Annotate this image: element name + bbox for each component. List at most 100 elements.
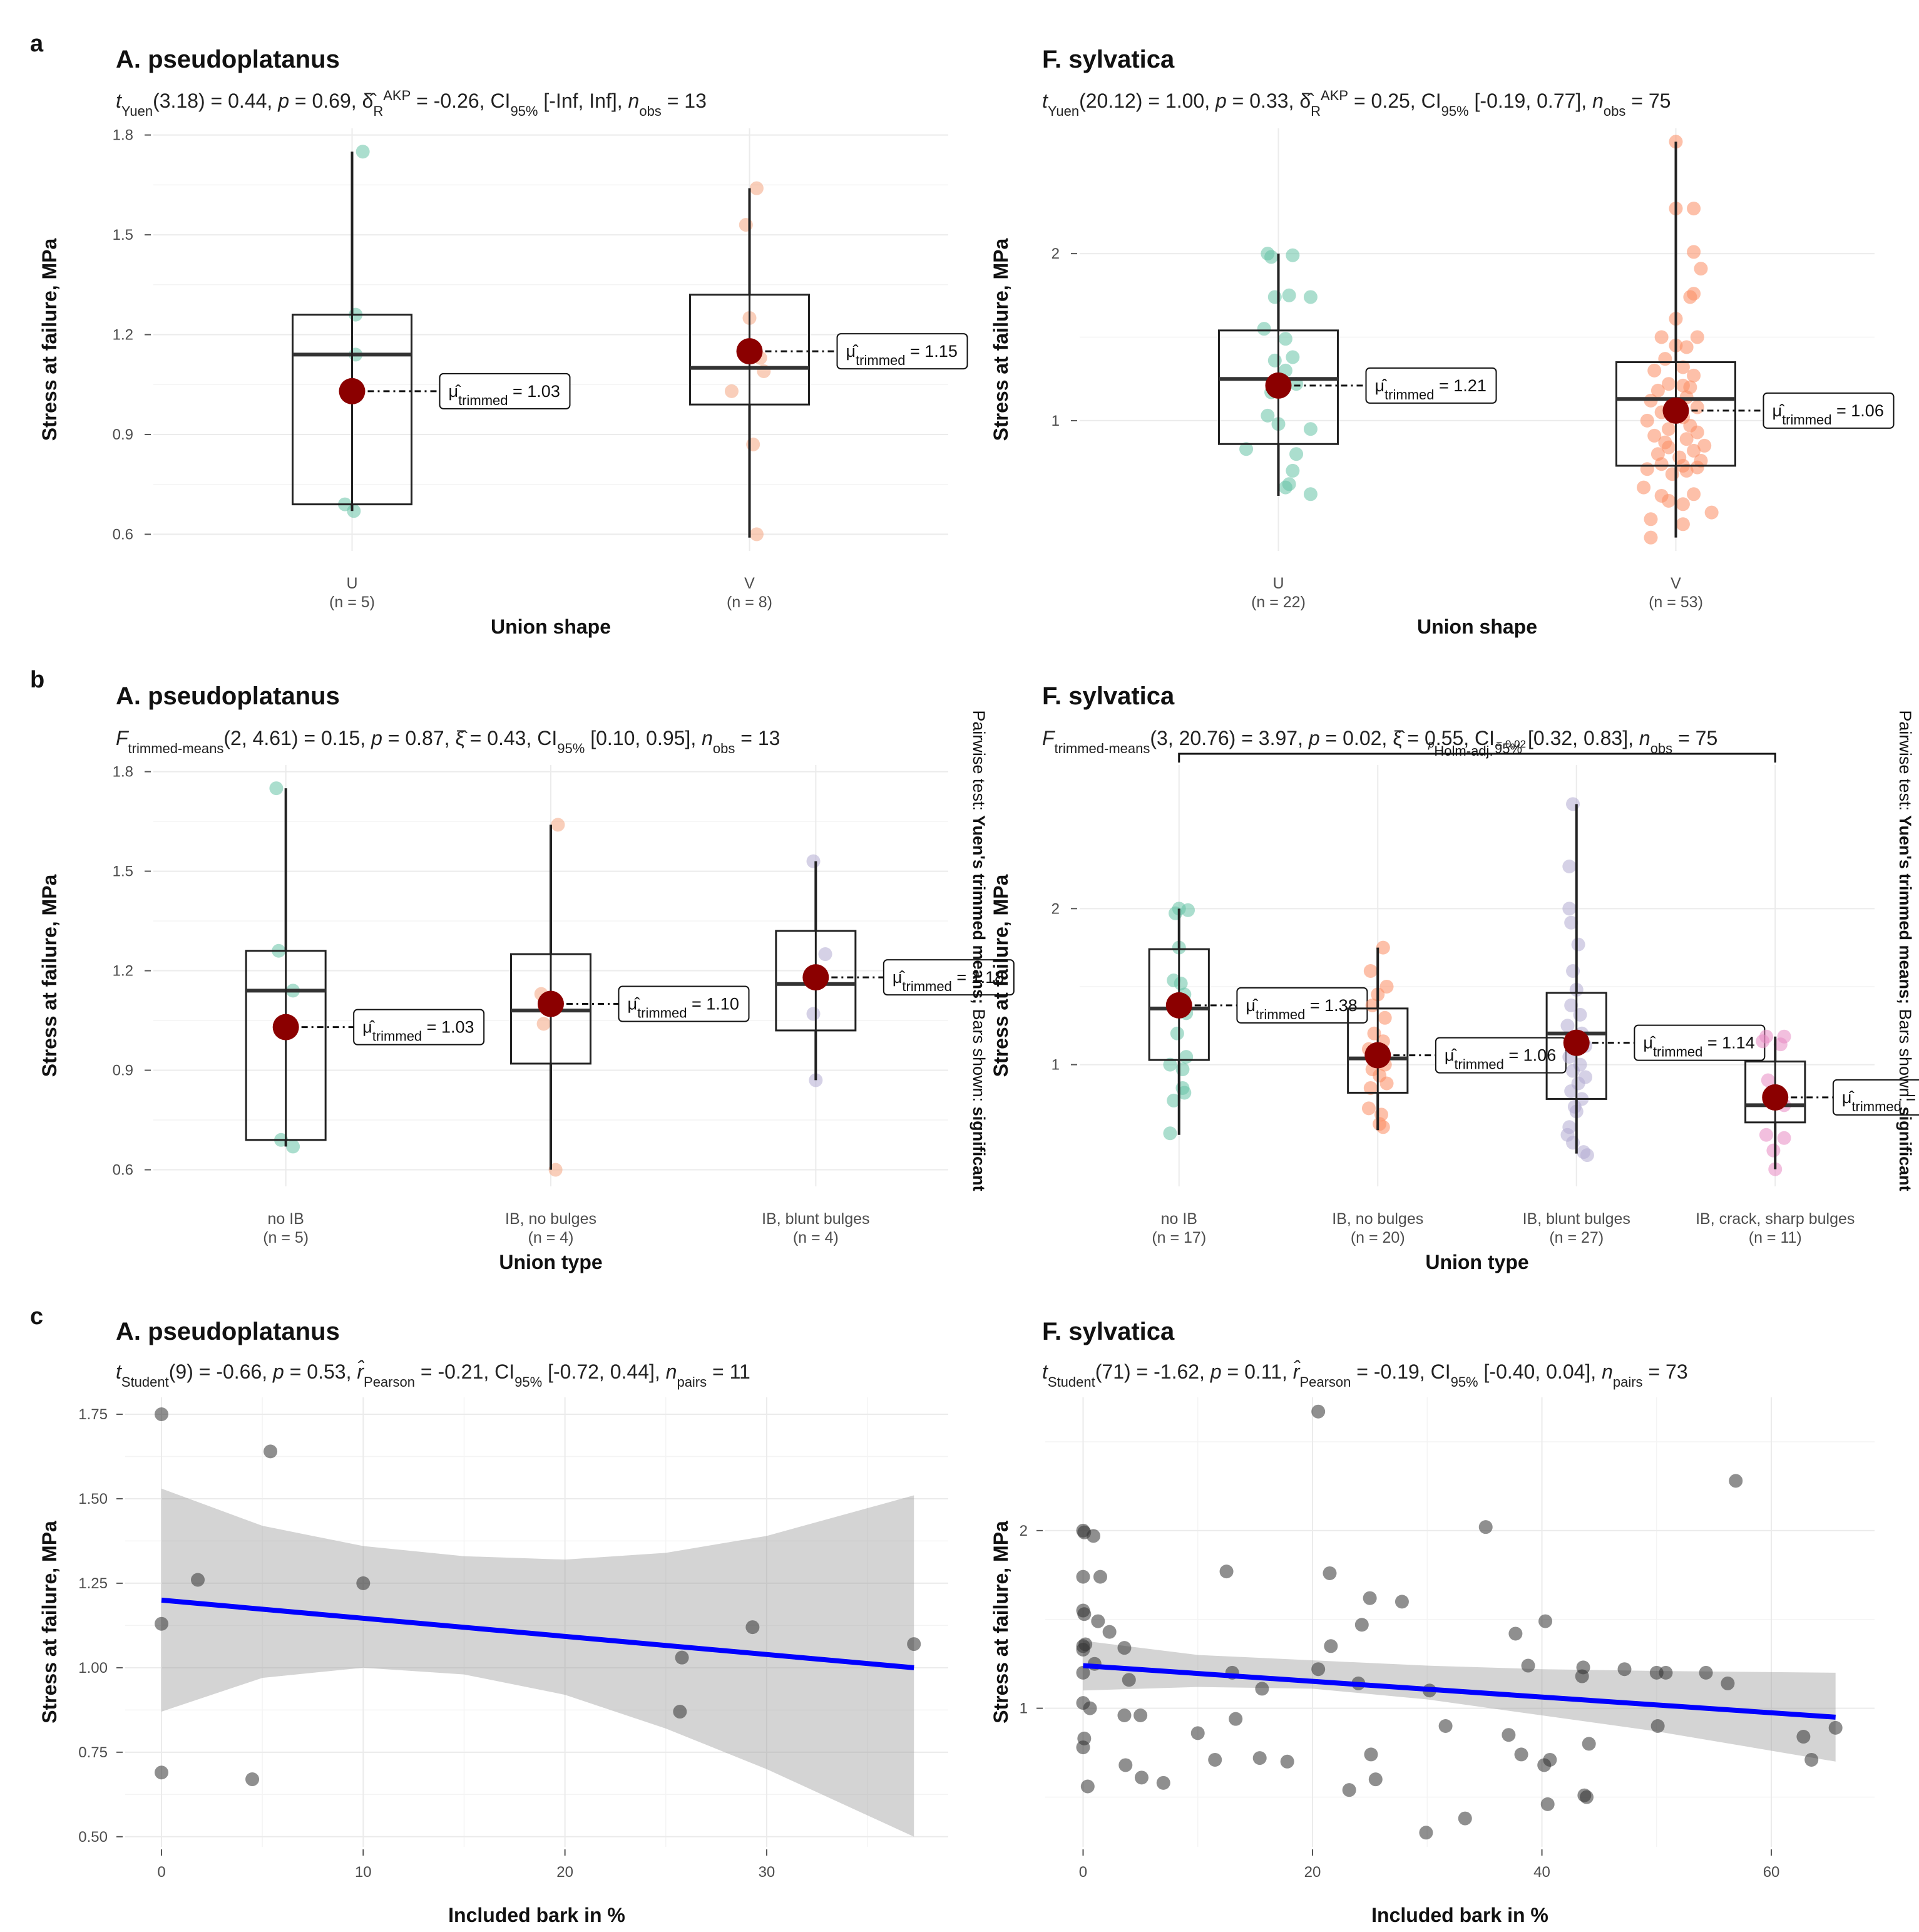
- data-point: [1379, 979, 1394, 994]
- y-tick-label: 1.75: [78, 1406, 108, 1423]
- data-point: [1662, 440, 1676, 455]
- subtitle-part: = 11: [707, 1360, 750, 1383]
- subtitle-part: = 0.25,: [1348, 90, 1421, 112]
- subtitle-part: [0.32, 0.83],: [1522, 727, 1639, 749]
- data-point: [1759, 1128, 1773, 1142]
- data-point: [1704, 505, 1719, 520]
- subtitle-part: 95%: [1495, 741, 1522, 756]
- data-point: [1190, 1726, 1205, 1740]
- mean-label: μ̂trimmed = 1.03: [449, 382, 560, 408]
- trimmed-mean-point: [339, 378, 366, 404]
- data-point: [548, 1163, 563, 1177]
- data-point: [745, 1620, 760, 1635]
- subtitle-part: trimmed-means: [1055, 741, 1150, 756]
- x-axis-title: Included bark in %: [1371, 1904, 1548, 1926]
- subtitle-part: [-0.72, 0.44],: [542, 1360, 665, 1383]
- mean-label-part: = 1.03: [508, 382, 560, 401]
- bracket-part: p: [1428, 738, 1434, 750]
- y-tick-label: 0.75: [78, 1744, 108, 1761]
- data-point: [1177, 1086, 1192, 1100]
- x-category-n: (n = 27): [1549, 1229, 1604, 1246]
- subtitle-part: p: [1210, 1360, 1222, 1383]
- x-category-label: IB, crack, sharp bulges: [1696, 1210, 1855, 1228]
- note-part: Bars shown:: [970, 1004, 988, 1102]
- subtitle-part: p: [1308, 727, 1320, 749]
- data-point: [1654, 330, 1669, 344]
- data-point: [1363, 1081, 1378, 1095]
- data-point: [1361, 1101, 1376, 1116]
- data-point: [1458, 1811, 1472, 1826]
- mean-label-part: = 1.21: [1435, 376, 1487, 395]
- data-point: [724, 384, 739, 398]
- data-point: [155, 1616, 169, 1631]
- mean-label-part: = 1.15: [906, 342, 958, 361]
- data-point: [1804, 1752, 1819, 1767]
- y-tick-label: 1: [1052, 1057, 1060, 1074]
- subtitle-part: r̂: [1293, 1360, 1301, 1383]
- mean-label-box: [836, 333, 968, 370]
- x-category-n: (n = 22): [1251, 593, 1306, 611]
- trimmed-mean-point: [802, 964, 829, 991]
- mean-label: μ̂trimmed = 1.06: [1773, 401, 1884, 428]
- subtitle-part: t: [116, 1360, 122, 1383]
- data-point: [1683, 290, 1697, 304]
- y-axis-title: Stress at failure, MPa: [38, 238, 61, 441]
- data-point: [1687, 487, 1701, 501]
- data-point: [1796, 1730, 1811, 1744]
- data-point: [1756, 1034, 1770, 1049]
- mean-label: μ̂trimmed = 0.79: [1842, 1088, 1919, 1114]
- y-tick-label: 1.00: [78, 1660, 108, 1677]
- data-point: [1255, 1682, 1269, 1696]
- data-point: [1179, 1050, 1194, 1064]
- confidence-band: [1083, 1640, 1836, 1762]
- data-point: [1679, 432, 1694, 446]
- note-part: Pairwise test:: [970, 710, 988, 811]
- chart-subtitle: tYuen(20.12) = 1.00, p = 0.33, δ̂RAKP = …: [1042, 88, 1671, 119]
- subtitle-part: = 0.43,: [464, 727, 538, 749]
- data-point: [1580, 1148, 1594, 1163]
- subtitle-part: CI: [1475, 727, 1495, 749]
- y-tick-label: 0.9: [113, 1062, 133, 1079]
- group-u: μ̂trimmed = 1.03 U(n = 5): [292, 145, 571, 611]
- chart-a1: 0.60.91.21.51.8μ̂trimmed = 1.03U(n = 5)μ…: [30, 31, 968, 638]
- data-point: [356, 1576, 371, 1590]
- y-tick-label: 1: [1052, 413, 1060, 429]
- data-point: [1174, 976, 1188, 990]
- trimmed-mean-point: [1762, 1084, 1789, 1111]
- y-tick-label: 2: [1052, 900, 1060, 917]
- data-point: [818, 947, 832, 962]
- subtitle-part: (71) = -1.62,: [1095, 1360, 1210, 1383]
- data-point: [1076, 1740, 1090, 1755]
- mean-label-part: trimmed: [1454, 1056, 1503, 1072]
- y-tick-label: 1.2: [113, 327, 133, 344]
- subtitle-part: trimmed-means: [128, 741, 224, 756]
- data-point: [806, 1007, 821, 1021]
- data-point: [1699, 1665, 1713, 1680]
- data-point: [1761, 1073, 1775, 1087]
- data-point: [1264, 250, 1279, 264]
- data-point: [1091, 1614, 1105, 1628]
- group-ib-blunt-bulges: μ̂trimmed = 1.18 IB, blunt bulges(n = 4): [762, 854, 1015, 1246]
- data-point: [1514, 1747, 1528, 1762]
- data-point: [1676, 360, 1690, 374]
- subtitle-part: t: [116, 90, 122, 112]
- chart-subtitle: Ftrimmed-means(2, 4.61) = 0.15, p = 0.87…: [116, 727, 780, 756]
- data-point: [1303, 422, 1318, 436]
- chart-subtitle: tStudent(9) = -0.66, p = 0.53, r̂Pearson…: [116, 1360, 750, 1389]
- mean-label-box: [1832, 1079, 1919, 1116]
- trimmed-mean-point: [538, 990, 564, 1017]
- data-point: [1363, 964, 1378, 979]
- chart-title: A. pseudoplatanus: [116, 46, 340, 73]
- data-point: [536, 1017, 551, 1031]
- data-point: [1658, 352, 1672, 366]
- data-point: [1278, 332, 1292, 346]
- subtitle-part: R: [373, 103, 383, 119]
- subtitle-part: obs: [713, 741, 735, 756]
- data-point: [1644, 530, 1658, 545]
- subtitle-part: n: [1602, 1360, 1613, 1383]
- data-point: [1163, 1126, 1177, 1141]
- data-point: [1659, 1665, 1673, 1680]
- subtitle-part: 95%: [1441, 103, 1469, 119]
- y-tick-label: 1.5: [113, 227, 133, 244]
- subtitle-part: = 13: [662, 90, 707, 112]
